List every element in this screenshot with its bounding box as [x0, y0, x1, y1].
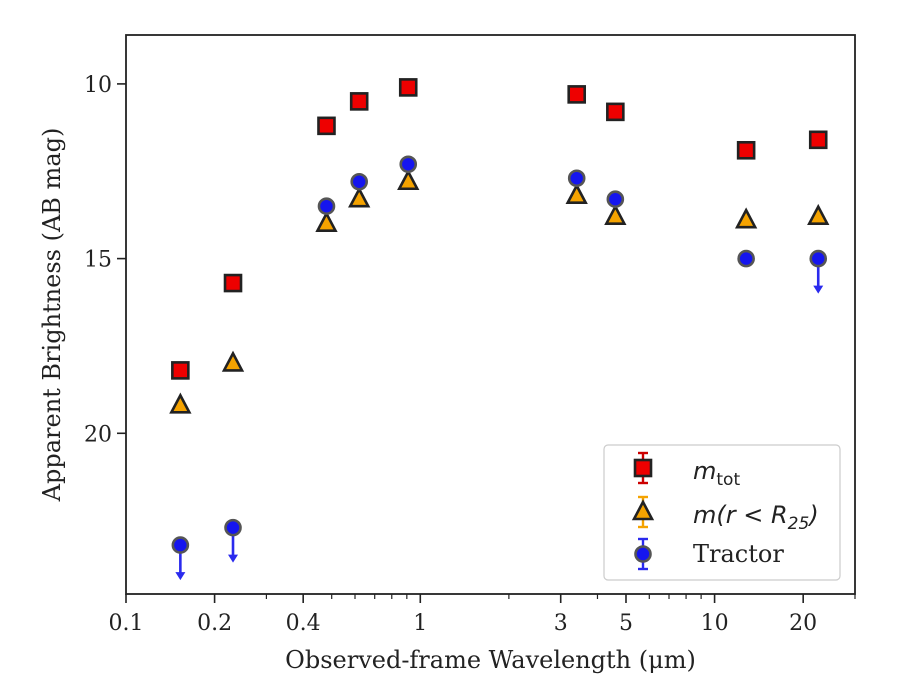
y-tick-label: 20	[84, 422, 112, 447]
data-marks	[169, 78, 830, 581]
data-point-square-0	[171, 361, 190, 380]
x-tick-label: 10	[701, 611, 729, 636]
data-point-square-2	[317, 116, 336, 136]
data-point-square-4	[398, 78, 418, 97]
x-tick-label: 0.1	[109, 611, 144, 636]
data-point-square-3	[349, 92, 369, 111]
y-tick-label: 10	[84, 73, 112, 98]
data-point-circle-3	[350, 172, 368, 191]
legend-frame	[603, 444, 841, 581]
legend-marker-circle	[634, 545, 652, 563]
legend-entry-mtot: mtot	[693, 457, 740, 490]
upper-limit-arrowhead	[228, 554, 239, 563]
data-point-triangle-0	[169, 392, 192, 414]
data-point-circle-1	[224, 518, 242, 537]
data-point-triangle-7	[734, 207, 758, 229]
legend-markers	[631, 451, 655, 571]
legend: mtot m(r < R25) Tractor	[603, 444, 841, 581]
data-point-circle-6	[606, 190, 625, 209]
data-point-triangle-6	[604, 203, 627, 225]
legend-entry-tractor: Tractor	[693, 540, 784, 568]
data-point-circle-5	[567, 169, 586, 188]
upper-limit-arrowhead	[175, 572, 186, 581]
data-point-triangle-3	[348, 186, 371, 208]
y-axis-label: Apparent Brightness (AB mag)	[38, 128, 66, 503]
x-axis-label: Observed-frame Wavelength (μm)	[285, 646, 696, 674]
legend-marker-square	[633, 458, 653, 478]
x-tick-label: 0.4	[286, 611, 321, 636]
data-point-square-8	[808, 130, 828, 150]
series-mtot	[171, 78, 828, 380]
data-point-circle-8	[809, 249, 828, 268]
y-tick-label: 15	[84, 248, 112, 273]
series-tractor	[171, 155, 828, 581]
data-point-triangle-8	[807, 203, 830, 225]
y-axis-ticks: 10 15 20	[84, 73, 126, 447]
x-tick-label: 0.2	[197, 611, 232, 636]
data-point-circle-4	[399, 155, 418, 174]
data-point-square-6	[606, 102, 625, 122]
data-point-square-5	[567, 85, 587, 104]
legend-entry-m-r25: m(r < R25)	[693, 501, 819, 534]
x-tick-label: 3	[554, 611, 568, 636]
data-point-triangle-5	[565, 182, 588, 205]
series-m-r25	[169, 168, 830, 414]
data-point-triangle-2	[315, 210, 338, 232]
x-tick-label: 20	[789, 611, 817, 636]
legend-marker-triangle	[631, 499, 655, 521]
data-point-triangle-1	[221, 350, 245, 372]
data-point-circle-0	[171, 536, 190, 554]
upper-limit-arrowhead	[813, 285, 824, 294]
data-point-square-7	[736, 140, 756, 160]
x-axis-ticks: 0.1 0.2 0.4 1 3 5 10 20	[109, 594, 856, 636]
data-point-circle-2	[317, 197, 336, 215]
x-tick-label: 5	[619, 611, 633, 636]
data-point-circle-7	[737, 249, 755, 268]
x-tick-label: 1	[413, 611, 427, 636]
data-point-square-1	[223, 273, 243, 293]
data-point-triangle-4	[397, 168, 420, 191]
